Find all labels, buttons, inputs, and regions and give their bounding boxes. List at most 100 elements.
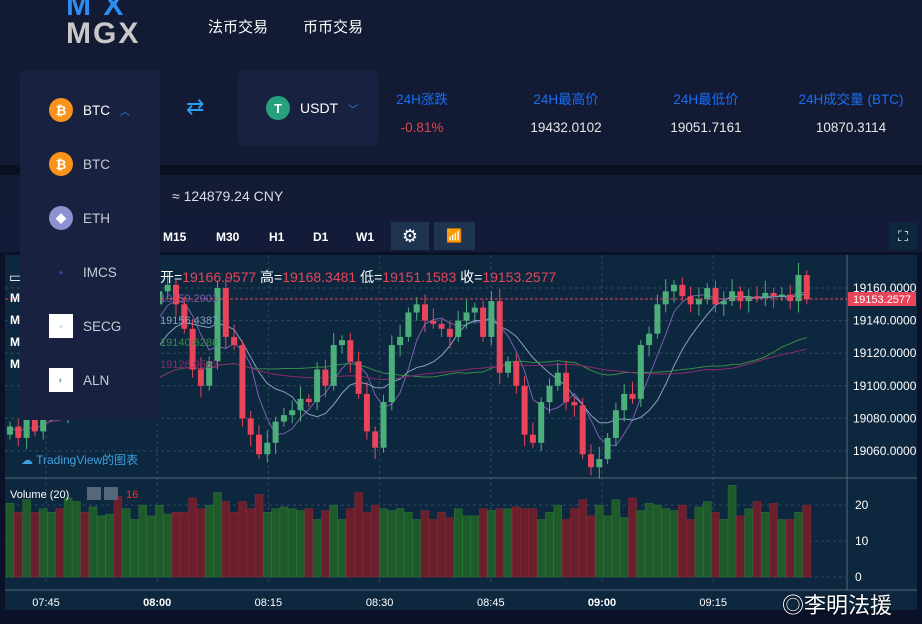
candle	[289, 410, 296, 416]
dropdown-item-imcs[interactable]: ● IMCS	[49, 260, 117, 284]
fullscreen-button[interactable]: ⛶	[889, 222, 917, 250]
volume-bar	[279, 506, 289, 578]
volume-bar	[354, 492, 363, 578]
candle	[23, 418, 30, 438]
candle	[372, 431, 379, 448]
x-tick-label: 08:30	[366, 597, 394, 609]
volume-bar	[72, 501, 81, 578]
candle	[513, 361, 520, 386]
volume-bar	[561, 519, 571, 578]
usdt-icon: T	[266, 96, 290, 120]
chevron-down-icon: ﹀	[348, 104, 359, 116]
dropdown-item-secg[interactable]: ▫ SECG	[49, 314, 121, 338]
candle	[762, 292, 769, 298]
nav-coin-trade[interactable]: 币币交易	[303, 19, 364, 36]
tf-w1[interactable]: W1	[356, 230, 374, 244]
volume-bar	[528, 508, 538, 578]
candle	[687, 296, 694, 305]
dropdown-item-btc[interactable]: ₿ BTC	[49, 152, 110, 176]
ma-legend-label: M	[10, 335, 20, 349]
volume-bar	[246, 508, 255, 578]
volume-bar	[711, 512, 720, 578]
nav-fiat-trade[interactable]: 法币交易	[208, 19, 269, 36]
volume-bar	[578, 499, 587, 578]
volume-bar	[130, 519, 139, 578]
indicators-button[interactable]: 📶	[434, 222, 475, 250]
ma-legend-value: 19140.6286	[160, 337, 218, 349]
volume-bar	[329, 504, 338, 578]
volume-bar	[545, 512, 554, 578]
volume-bar	[470, 515, 480, 578]
volume-bar	[553, 504, 563, 578]
base-selector[interactable]: ₿ BTC ︿	[49, 98, 130, 122]
imcs-icon: ●	[58, 267, 64, 277]
tf-h1[interactable]: H1	[269, 230, 285, 244]
tf-d1[interactable]: D1	[313, 230, 329, 244]
stat-volume: 24H成交量 (BTC) 10870.3114	[798, 92, 904, 135]
candle	[181, 304, 188, 329]
tf-m15[interactable]: M15	[163, 230, 187, 244]
volume-settings-icon	[87, 487, 101, 500]
candle	[173, 284, 179, 305]
candle	[438, 323, 445, 329]
volume-bar	[719, 519, 729, 578]
candle	[529, 434, 536, 443]
swap-arrows-icon[interactable]: ⇄	[186, 94, 205, 119]
candle	[471, 307, 478, 313]
dropdown-item-aln[interactable]: ◐ ALN	[49, 368, 109, 392]
volume-bar	[727, 485, 737, 578]
volume-bar	[171, 512, 181, 578]
dropdown-item-eth[interactable]: ◆ ETH	[49, 206, 110, 230]
volume-bar	[636, 510, 646, 578]
volume-bar	[503, 508, 513, 578]
volume-bar	[437, 512, 446, 578]
candle	[646, 333, 653, 346]
candle	[654, 304, 661, 334]
x-tick-label: 09:15	[699, 597, 727, 609]
divider	[0, 165, 922, 175]
volume-bar	[445, 517, 455, 578]
volume-bar	[769, 503, 778, 578]
btc-icon: ₿	[49, 152, 73, 176]
item-label: ETH	[83, 210, 110, 226]
stat-low: 24H最低价 19051.7161	[670, 92, 742, 135]
volume-bar	[453, 508, 463, 578]
x-tick-label: 08:15	[255, 597, 283, 609]
quote-selector[interactable]: T USDT ﹀	[238, 70, 378, 146]
btc-icon: ₿	[49, 98, 73, 122]
volume-bar	[736, 515, 745, 578]
volume-bar	[661, 508, 670, 578]
candle	[214, 288, 221, 362]
stat-high: 24H最高价 19432.0102	[530, 92, 602, 135]
volume-bar	[163, 513, 172, 578]
candle	[488, 301, 495, 337]
tf-m30[interactable]: M30	[216, 230, 240, 244]
candle	[596, 459, 603, 468]
volume-bar	[229, 512, 239, 578]
eth-icon: ◆	[49, 206, 73, 230]
x-tick-label: 08:00	[143, 597, 171, 609]
candle	[430, 320, 437, 324]
candle	[795, 275, 802, 302]
item-label: BTC	[83, 156, 110, 172]
candle	[222, 288, 229, 337]
candle	[247, 418, 254, 435]
candle	[164, 284, 171, 292]
candle	[314, 369, 321, 403]
volume-bar	[287, 508, 297, 578]
candle	[363, 393, 370, 432]
volume-bar	[586, 515, 596, 578]
candle	[505, 361, 511, 373]
candle	[712, 288, 719, 305]
volume-bar	[644, 503, 654, 578]
volume-bar	[603, 515, 612, 578]
y-tick-label: 19160.0000	[853, 281, 917, 295]
aln-icon: ◐	[49, 368, 73, 392]
volume-bar	[653, 504, 662, 578]
volume-bar	[213, 492, 222, 578]
logo[interactable]: M X MGX	[66, 0, 141, 50]
candle	[40, 410, 47, 432]
volume-bar	[296, 510, 305, 578]
candle	[413, 304, 420, 313]
settings-button[interactable]: ⚙	[391, 222, 429, 250]
